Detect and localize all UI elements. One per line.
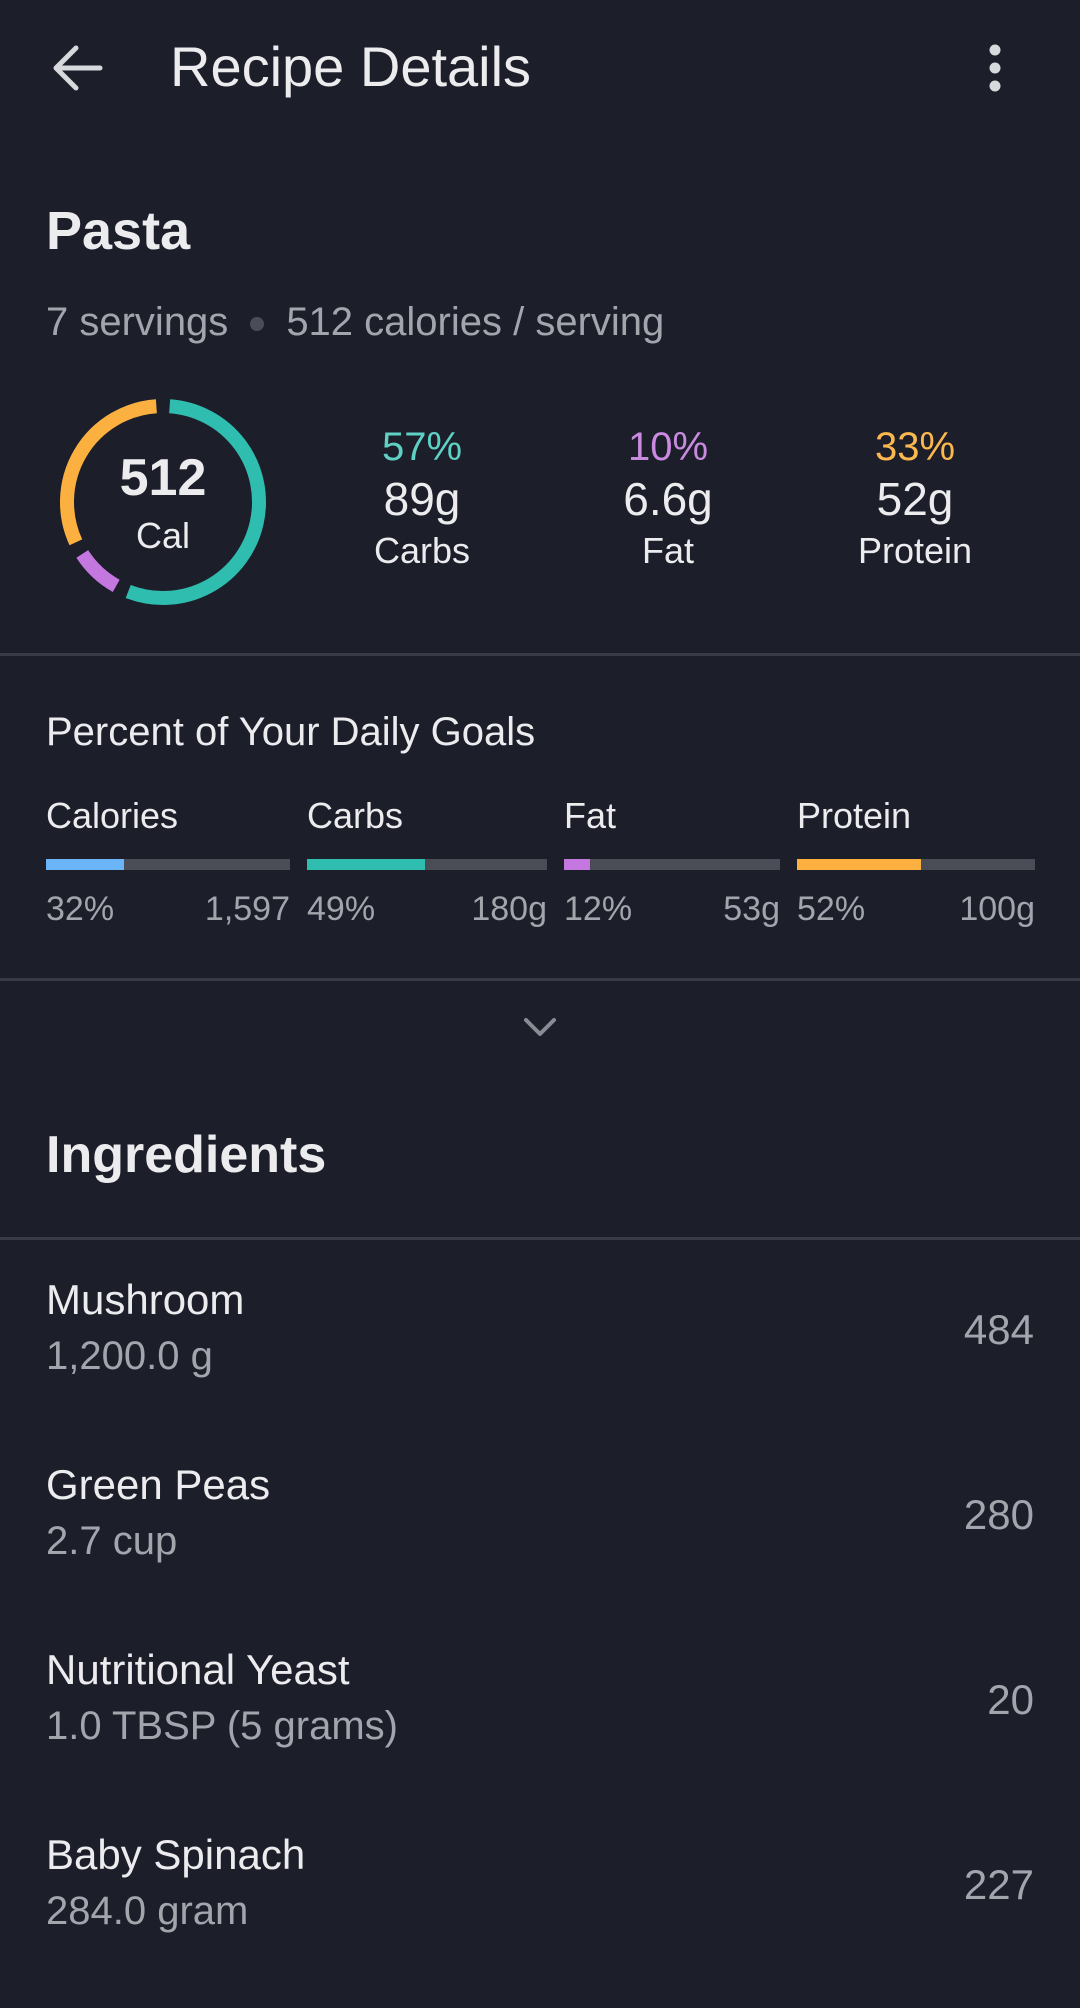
calories-per-serving: 512 calories / serving (286, 300, 665, 344)
macro-amount: 6.6g (623, 473, 713, 525)
daily-goals-title: Percent of Your Daily Goals (46, 710, 536, 754)
goal-target: 1,597 (204, 890, 290, 928)
goal-label: Fat (564, 795, 617, 836)
chevron-down-icon[interactable] (520, 1012, 560, 1042)
macro-carbs: 57% 89g Carbs (312, 425, 532, 572)
ring-segment-fat (76, 549, 120, 592)
servings: 7 servings (46, 300, 229, 344)
ingredient-amount: 2.7 cup (46, 1519, 178, 1563)
goal-percent: 52% (797, 890, 866, 928)
ring-segment-carbs (125, 399, 266, 605)
back-arrow-icon[interactable] (48, 40, 108, 96)
ingredient-name: Baby Spinach (46, 1831, 306, 1878)
goal-protein: Protein 52% 100g (797, 795, 1035, 929)
macro-label: Protein (857, 530, 973, 571)
goal-progress-fill (307, 859, 425, 870)
ingredient-name: Mushroom (46, 1276, 245, 1323)
separator-dot (250, 317, 265, 332)
goal-fat: Fat 12% 53g (564, 795, 780, 929)
divider (0, 978, 1080, 981)
divider (0, 653, 1080, 656)
ingredient-row[interactable]: Mushroom 1,200.0 g 484 (0, 1240, 1080, 1425)
recipe-subtitle: 7 servings 512 calories / serving (46, 300, 664, 345)
goal-percent: 32% (46, 890, 115, 928)
ingredient-row[interactable]: Green Peas 2.7 cup 280 (0, 1425, 1080, 1610)
ingredient-name: Nutritional Yeast (46, 1646, 350, 1693)
goal-progress-fill (46, 859, 125, 870)
macro-amount: 89g (383, 473, 461, 525)
macro-ring-chart (60, 399, 266, 605)
ingredient-amount: 284.0 gram (46, 1889, 249, 1933)
goal-target: 180g (471, 890, 547, 928)
macro-label: Fat (641, 530, 694, 571)
goal-carbs: Carbs 49% 180g (307, 795, 547, 929)
goal-target: 53g (723, 890, 780, 928)
ingredient-calories: 280 (963, 1491, 1034, 1538)
macro-amount: 52g (876, 473, 954, 525)
goal-label: Carbs (307, 795, 404, 836)
goal-progress-bar (307, 859, 547, 870)
ring-calories-label: Cal (135, 515, 191, 556)
page-title: Recipe Details (170, 35, 532, 98)
ingredient-row[interactable]: Baby Spinach 284.0 gram 227 (0, 1795, 1080, 1980)
more-vertical-icon[interactable] (975, 38, 1015, 98)
goal-calories: Calories 32% 1,597 (46, 795, 290, 929)
goal-label: Calories (46, 795, 179, 836)
goal-percent: 12% (564, 890, 633, 928)
ingredient-name: Green Peas (46, 1461, 271, 1508)
ring-segment-protein (60, 399, 157, 546)
goal-progress-fill (797, 859, 921, 870)
ingredient-row[interactable]: Nutritional Yeast 1.0 TBSP (5 grams) 20 (0, 1610, 1080, 1795)
goal-progress-fill (564, 859, 590, 870)
macro-label: Carbs (373, 530, 471, 571)
goal-progress-bar (564, 859, 780, 870)
ring-calories: 512 (119, 449, 207, 507)
ingredient-amount: 1.0 TBSP (5 grams) (46, 1704, 398, 1748)
divider (0, 1237, 1080, 1240)
goal-progress-bar (797, 859, 1035, 870)
ingredient-calories: 484 (963, 1306, 1034, 1353)
ingredient-calories: 20 (987, 1676, 1034, 1723)
ingredient-calories: 227 (963, 1861, 1034, 1908)
goal-target: 100g (959, 890, 1035, 928)
macro-fat: 10% 6.6g Fat (558, 425, 778, 572)
ingredients-title: Ingredients (46, 1126, 327, 1184)
goal-label: Protein (797, 795, 912, 836)
macro-percent: 33% (874, 425, 956, 469)
goal-progress-bar (46, 859, 290, 870)
ingredient-amount: 1,200.0 g (46, 1334, 213, 1378)
macro-percent: 10% (627, 425, 709, 469)
recipe-name: Pasta (46, 201, 191, 261)
macro-percent: 57% (381, 425, 463, 469)
macro-protein: 33% 52g Protein (805, 425, 1025, 572)
goal-percent: 49% (307, 890, 376, 928)
